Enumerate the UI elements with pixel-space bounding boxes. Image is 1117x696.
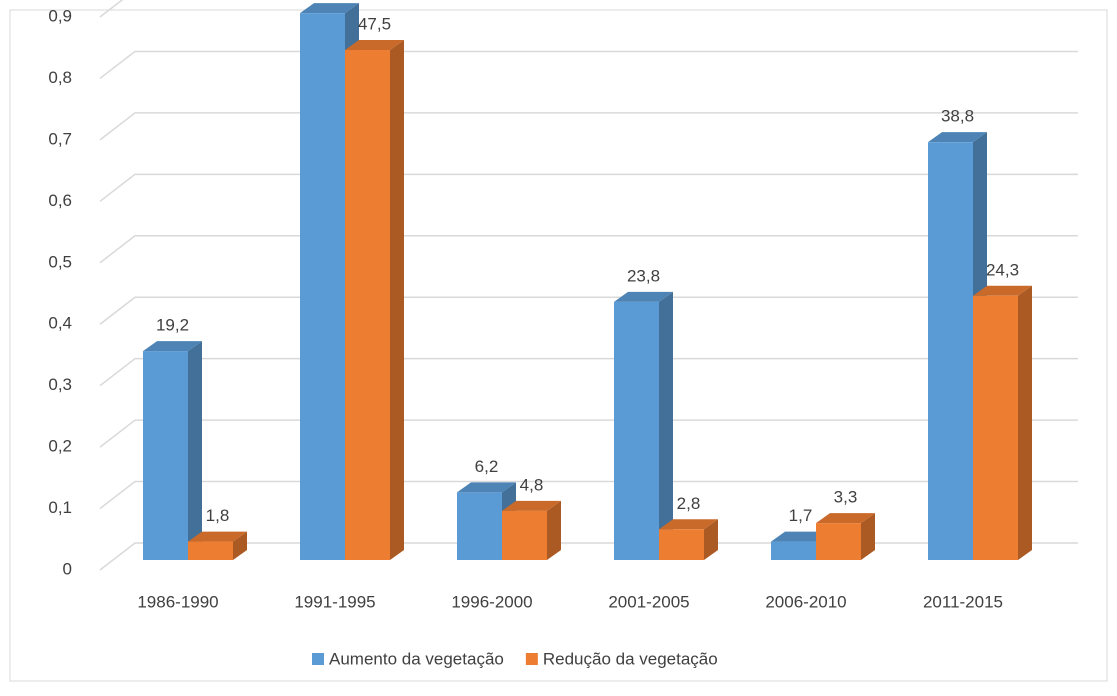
bar-top <box>614 291 673 302</box>
x-tick-label: 2006-2010 <box>765 592 846 611</box>
y-tick-label: 0,4 <box>48 314 72 333</box>
bar <box>457 492 502 560</box>
grid-line <box>99 480 1078 510</box>
data-label: 1,8 <box>206 506 230 525</box>
y-tick-label: 0,7 <box>48 129 72 148</box>
bar <box>614 301 659 560</box>
grid-line <box>99 112 1078 141</box>
data-label: 1,7 <box>789 506 813 525</box>
bar-top <box>143 341 202 352</box>
grid-line <box>99 173 1078 202</box>
grid-line <box>99 542 1078 571</box>
bar-side <box>704 519 718 560</box>
bar-top <box>659 519 718 530</box>
grid-line <box>99 296 1078 325</box>
y-tick-label: 0,8 <box>48 68 72 87</box>
data-label: 4,8 <box>520 475 544 494</box>
data-label: 3,3 <box>834 488 858 507</box>
legend-label: Redução da vegetação <box>543 649 718 668</box>
bar <box>928 142 973 560</box>
grid-line <box>99 0 124 18</box>
x-tick-label: 2011-2015 <box>923 592 1003 611</box>
legend-swatch <box>312 653 324 665</box>
bar-top <box>188 531 247 542</box>
bar <box>771 541 816 560</box>
bar <box>973 295 1018 560</box>
bar <box>816 523 861 560</box>
bar <box>300 13 345 560</box>
bar-top <box>300 3 359 14</box>
x-tick-label: 1986-1990 <box>137 592 218 611</box>
bar <box>143 351 188 560</box>
x-tick-label: 1996-2000 <box>451 592 532 611</box>
bar-side <box>1018 285 1032 560</box>
y-tick-label: 0,2 <box>48 437 72 456</box>
grid-line <box>99 50 1078 80</box>
y-tick-label: 0,1 <box>48 498 72 517</box>
bar-side <box>547 500 561 560</box>
bar <box>188 541 233 560</box>
y-tick-label: 0,3 <box>48 375 72 394</box>
bar-top <box>771 531 830 542</box>
bar-top <box>502 500 561 511</box>
x-tick-label: 2001-2005 <box>608 592 689 611</box>
data-label: 2,8 <box>677 494 701 513</box>
bar-side <box>861 513 875 560</box>
grid-line <box>99 419 1078 448</box>
bar-side <box>390 40 404 561</box>
y-tick-label: 0 <box>63 559 72 578</box>
bar-side <box>659 291 673 560</box>
data-label: 38,8 <box>941 107 974 126</box>
grid-line <box>99 235 1078 264</box>
bar <box>345 50 390 561</box>
bar-side <box>233 531 247 560</box>
bar-top <box>816 513 875 524</box>
y-tick-label: 0,9 <box>48 6 72 25</box>
bar-top <box>457 482 516 493</box>
bar-top <box>973 285 1032 296</box>
grid-line <box>99 357 1078 387</box>
bar <box>502 510 547 560</box>
data-label: 6,2 <box>475 457 499 476</box>
bar <box>659 529 704 560</box>
data-label: 47,5 <box>358 14 391 33</box>
x-tick-label: 1991-1995 <box>294 592 375 611</box>
data-label: 19,2 <box>156 316 189 335</box>
data-label: 23,8 <box>627 266 660 285</box>
bar-top <box>928 132 987 143</box>
bar-side <box>188 341 202 560</box>
legend-label: Aumento da vegetação <box>329 649 504 668</box>
data-label: 24,3 <box>986 260 1019 279</box>
y-tick-label: 0,6 <box>48 191 72 210</box>
y-tick-label: 0,5 <box>48 252 72 271</box>
legend-swatch <box>525 653 538 665</box>
bar-top <box>345 40 404 51</box>
